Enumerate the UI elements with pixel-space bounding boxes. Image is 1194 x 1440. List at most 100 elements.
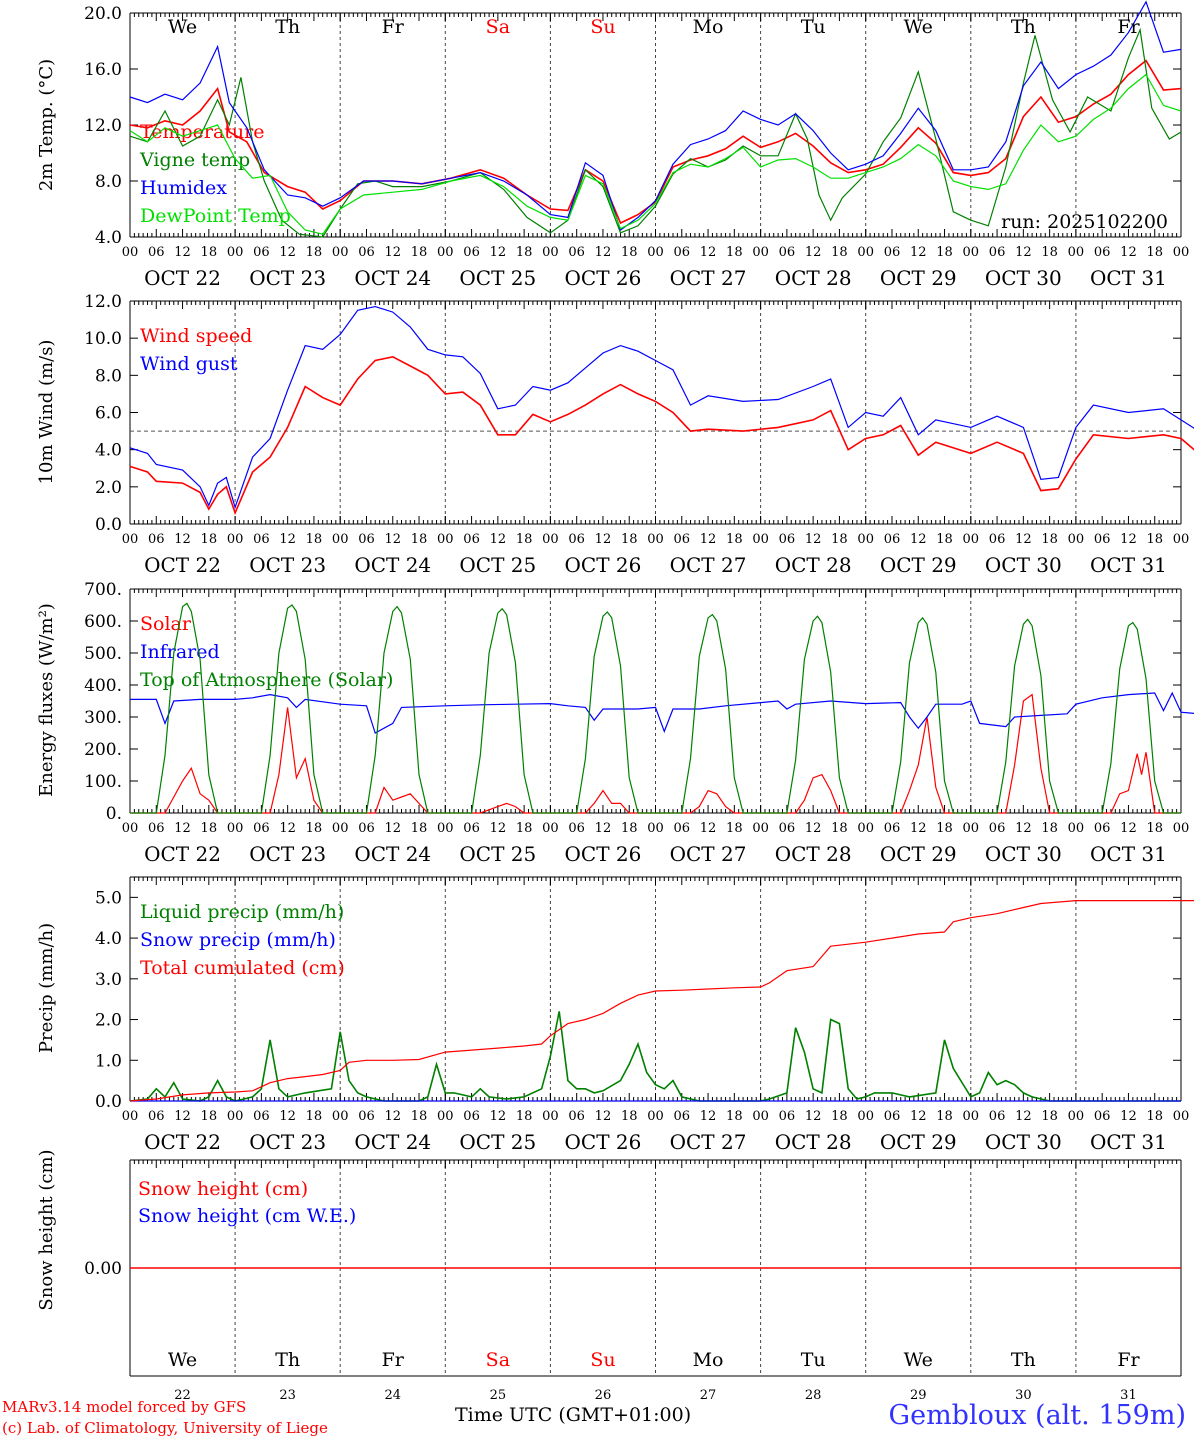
day-number-label: 29 <box>910 1388 927 1403</box>
hour-tick-label: 18 <box>306 245 323 260</box>
weekday-label: Tu <box>801 16 826 38</box>
hour-tick-label: 06 <box>463 821 480 836</box>
hour-tick-label: 00 <box>227 821 244 836</box>
hour-tick-label: 18 <box>726 532 743 547</box>
y-axis-label: Precip (mm/h) <box>36 923 57 1053</box>
hour-tick-label: 06 <box>358 1109 375 1124</box>
series-line-top-of-atmosphere-solar- <box>130 602 1181 814</box>
y-tick-label: 2.0 <box>95 1011 122 1031</box>
panel-5: 0.00 Snow height (cm) Snow height (cm) Snow… <box>36 1149 1182 1403</box>
hour-tick-label: 18 <box>201 245 218 260</box>
weekday-label: Sa <box>486 16 510 38</box>
weekday-label: We <box>168 1349 197 1371</box>
y-axis-label: Energy fluxes (W/m²) <box>36 603 57 797</box>
hour-tick-label: 12 <box>1120 532 1137 547</box>
hour-tick-label: 18 <box>516 245 533 260</box>
hour-tick-label: 00 <box>437 245 454 260</box>
date-label: OCT 27 <box>670 842 747 866</box>
hour-tick-label: 18 <box>306 821 323 836</box>
weekday-label: Th <box>275 1349 300 1371</box>
hour-tick-label: 12 <box>490 821 507 836</box>
hour-tick-label: 00 <box>963 821 980 836</box>
legend-entry: DewPoint Temp <box>140 205 291 227</box>
date-label: OCT 22 <box>144 1130 221 1154</box>
hour-tick-label: 18 <box>936 821 953 836</box>
legend-entry: Vigne temp <box>139 149 250 171</box>
hour-tick-label: 06 <box>674 821 691 836</box>
y-tick-label: 10.0 <box>84 329 122 349</box>
y-tick-label: 200. <box>84 740 122 760</box>
date-label: OCT 27 <box>670 1130 747 1154</box>
hour-tick-label: 12 <box>700 245 717 260</box>
hour-tick-label: 12 <box>1015 532 1032 547</box>
hour-tick-label: 12 <box>595 1109 612 1124</box>
hour-tick-label: 12 <box>490 532 507 547</box>
panel-1: 4.08.012.016.020.02m Temp. (°C) Temperatu… <box>36 0 1189 290</box>
hour-tick-label: 06 <box>989 532 1006 547</box>
hour-tick-label: 00 <box>542 245 559 260</box>
legend-entry: Total cumulated (cm) <box>140 957 345 979</box>
legend-entry: Wind gust <box>140 353 238 375</box>
hour-tick-label: 06 <box>1094 1109 1111 1124</box>
hour-tick-label: 00 <box>857 245 874 260</box>
hour-tick-label: 00 <box>122 1109 139 1124</box>
hour-tick-label: 00 <box>647 532 664 547</box>
hour-tick-label: 00 <box>963 245 980 260</box>
hour-tick-label: 06 <box>253 245 270 260</box>
hour-tick-label: 06 <box>148 1109 165 1124</box>
date-label: OCT 26 <box>565 266 642 290</box>
hour-tick-label: 12 <box>805 1109 822 1124</box>
model-credit: MARv3.14 model forced by GFS <box>2 1398 247 1416</box>
hour-tick-label: 12 <box>384 245 401 260</box>
y-tick-label: 16.0 <box>84 60 122 80</box>
hour-tick-label: 00 <box>857 821 874 836</box>
hour-tick-label: 12 <box>490 1109 507 1124</box>
hour-tick-label: 18 <box>516 821 533 836</box>
y-tick-label: 4.0 <box>95 228 122 248</box>
panel-2: 0.0 2.0 4.0 6.0 8.0 10.0 12.0 10m Wind (m/s) Win… <box>36 292 1194 577</box>
hour-tick-label: 12 <box>1120 821 1137 836</box>
date-label: OCT 31 <box>1090 553 1167 577</box>
date-label: OCT 24 <box>354 842 431 866</box>
hour-tick-label: 18 <box>1146 245 1163 260</box>
hour-tick-label: 12 <box>490 245 507 260</box>
y-tick-label: 300. <box>84 708 122 728</box>
hour-tick-label: 18 <box>726 821 743 836</box>
date-label: OCT 24 <box>354 1130 431 1154</box>
hour-tick-label: 18 <box>726 1109 743 1124</box>
hour-tick-label: 18 <box>1146 532 1163 547</box>
hour-tick-label: 06 <box>358 532 375 547</box>
series-line-temperature <box>129 59 1182 225</box>
weekday-label: Tu <box>801 1349 826 1371</box>
y-tick-label: 0.00 <box>84 1259 122 1279</box>
hour-tick-label: 06 <box>463 1109 480 1124</box>
panel-3: 0. 100. 200. 300. 400. 500. 600. 700. Energy flu… <box>36 580 1194 866</box>
y-axis-label: 2m Temp. (°C) <box>36 59 57 191</box>
weekday-label: Th <box>1011 1349 1036 1371</box>
series-line-solar <box>130 693 1181 814</box>
hour-tick-label: 18 <box>936 1109 953 1124</box>
date-label: OCT 24 <box>354 553 431 577</box>
hour-tick-label: 12 <box>1120 245 1137 260</box>
day-number-label: 28 <box>805 1388 822 1403</box>
hour-tick-label: 12 <box>279 1109 296 1124</box>
weekday-label: Fr <box>1117 1349 1140 1371</box>
date-label: OCT 29 <box>880 553 957 577</box>
legend-entry: Top of Atmosphere (Solar) <box>140 669 393 691</box>
hour-tick-label: 12 <box>910 821 927 836</box>
hour-tick-label: 18 <box>1041 532 1058 547</box>
hour-tick-label: 12 <box>805 532 822 547</box>
hour-tick-label: 00 <box>227 245 244 260</box>
hour-tick-label: 18 <box>831 1109 848 1124</box>
y-tick-label: 4.0 <box>95 929 122 949</box>
hour-tick-label: 12 <box>1015 245 1032 260</box>
date-label: OCT 23 <box>249 842 326 866</box>
weekday-label: Th <box>275 16 300 38</box>
hour-tick-label: 06 <box>463 532 480 547</box>
day-number-label: 23 <box>279 1388 296 1403</box>
date-label: OCT 27 <box>670 266 747 290</box>
hour-tick-label: 06 <box>568 245 585 260</box>
hour-tick-label: 12 <box>910 1109 927 1124</box>
hour-tick-label: 12 <box>805 245 822 260</box>
weekday-label: Sa <box>486 1349 510 1371</box>
